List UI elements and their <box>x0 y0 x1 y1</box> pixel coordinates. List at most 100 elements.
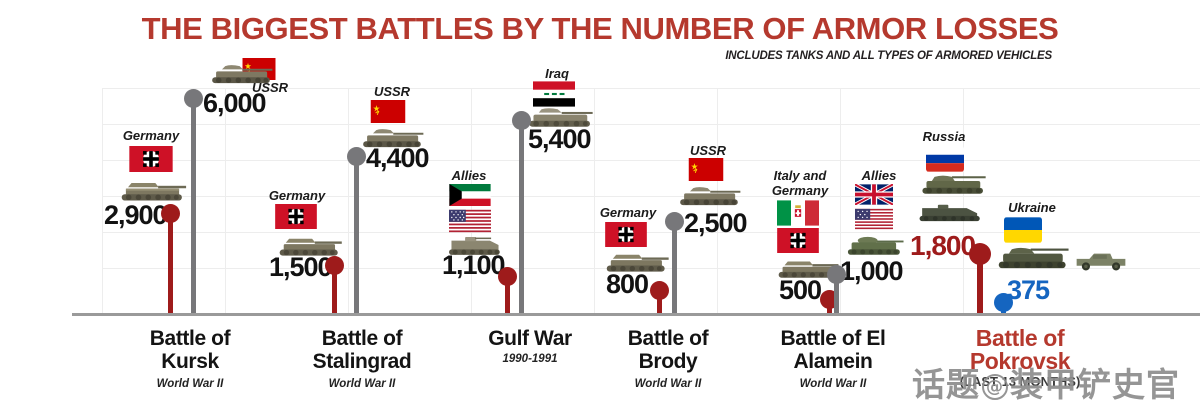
value-pokrovsk-ukraine: 375 <box>1007 275 1050 305</box>
side-label-ussr-kursk: USSR <box>251 80 289 95</box>
gridline-horizontal <box>102 124 1200 125</box>
side-label-germany-kursk: Germany <box>122 128 180 143</box>
gridline-horizontal <box>102 232 1200 233</box>
marker-stem-alamein-axis <box>827 299 832 313</box>
apc-bradley-icon <box>444 232 506 258</box>
tank-t90-icon <box>913 170 987 200</box>
flag-usa-icon <box>855 208 893 230</box>
marker-dot-pokrovsk-russia <box>969 243 991 265</box>
side-label-allies-gulf: Allies <box>451 168 487 183</box>
category-name-line1: Battle of <box>975 325 1065 351</box>
category-sub: World War II <box>634 378 702 390</box>
marker-stem-kursk-ussr <box>191 98 196 313</box>
watermark-at-icon: @ <box>982 373 1008 400</box>
gridline-horizontal <box>102 196 1200 197</box>
category-name-line1: Battle of <box>149 327 231 350</box>
humvee-icon <box>1072 246 1130 274</box>
category-sub: World War II <box>328 378 396 390</box>
tank-t34-icon <box>354 124 426 152</box>
flag-nazi-germany-icon <box>129 146 173 172</box>
category-name-line2: Brody <box>638 350 698 373</box>
value-kursk-ussr: 6,000 <box>203 88 267 118</box>
marker-stem-brody-germany <box>657 290 662 313</box>
category-name-line1: Battle of <box>321 327 403 350</box>
marker-stem-pokrovsk-russia <box>977 260 983 313</box>
gridline-vertical <box>102 88 103 313</box>
value-gulf-allies: 1,100 <box>442 250 506 280</box>
value-stalingrad-ussr: 4,400 <box>366 143 430 173</box>
tank-t72-icon <box>520 104 594 132</box>
value-gulf-iraq: 5,400 <box>528 124 592 154</box>
category-name-line1: Battle of El <box>780 327 886 350</box>
gridline-vertical <box>840 88 841 313</box>
tank-t34-icon <box>671 182 743 210</box>
category-sub: World War II <box>799 378 867 390</box>
gridline-vertical <box>225 88 226 313</box>
side-label-germany-brody: Germany <box>599 205 657 220</box>
category-name-line2: Pokrovsk <box>969 348 1071 374</box>
side-label-germany-stalingrad: Germany <box>268 188 326 203</box>
gridline-vertical <box>963 88 964 313</box>
flag-nazi-germany-icon <box>605 222 647 247</box>
value-brody-ussr: 2,500 <box>684 208 748 238</box>
side-label-iraq: Iraq <box>545 66 569 81</box>
marker-stem-brody-ussr <box>672 221 677 313</box>
flag-uk-icon <box>855 184 893 205</box>
flag-russia-icon <box>926 146 964 172</box>
flag-nazi-germany-icon <box>275 204 317 229</box>
page-title: THE BIGGEST BATTLES BY THE NUMBER OF ARM… <box>141 11 1059 46</box>
side-label-ussr-brody: USSR <box>689 143 727 158</box>
marker-stem-alamein-allies <box>834 274 839 313</box>
gridline-horizontal <box>102 88 1200 89</box>
watermark-prefix: 话题 <box>912 365 980 404</box>
flag-kuwait-icon <box>449 184 491 206</box>
category-name-line1: Battle of <box>627 327 709 350</box>
category-label-gulf-war: Gulf War 1990-1991 <box>440 327 620 365</box>
flag-iraq-icon <box>533 81 575 107</box>
tank-tiger-icon <box>768 255 840 281</box>
flag-ussr-icon <box>687 158 725 181</box>
marker-stem-stalingrad-ussr <box>354 156 359 313</box>
side-label-ukraine: Ukraine <box>1008 200 1056 215</box>
tank-tiger-icon <box>268 232 344 259</box>
gridline-vertical <box>348 88 349 313</box>
value-kursk-germany: 2,900 <box>104 200 168 230</box>
side-label-italy-germany: Italy and Germany <box>771 168 829 198</box>
marker-stem-gulf-iraq <box>519 120 524 313</box>
watermark: 话题 @ 装甲铲史官 <box>912 358 1180 406</box>
flag-ukraine-icon <box>1004 217 1042 243</box>
side-label-allies-alamein: Allies <box>861 168 897 183</box>
watermark-handle: 装甲铲史官 <box>1010 365 1180 404</box>
category-sub: 1990-1991 <box>502 353 558 365</box>
category-name-line2: Alamein <box>793 350 873 373</box>
value-alamein-axis: 500 <box>779 275 822 305</box>
tank-ukraine-icon <box>990 242 1070 274</box>
marker-stem-stalingrad-germany <box>332 265 337 313</box>
category-name-line1: Gulf War <box>488 327 572 350</box>
category-label-stalingrad: Battle of Stalingrad World War II <box>262 327 462 390</box>
category-label-brody: Battle of Brody World War II <box>578 327 758 390</box>
flag-italy-kingdom-icon <box>777 200 819 226</box>
side-label-russia: Russia <box>922 129 966 144</box>
category-label-el-alamein: Battle of El Alamein World War II <box>738 327 928 390</box>
tank-tiger-icon <box>110 176 188 204</box>
tank-t34-icon <box>203 60 275 88</box>
ifv-bmp-icon <box>913 198 985 226</box>
category-label-kursk: Battle of Kursk World War II <box>100 327 280 390</box>
flag-ussr-icon <box>370 100 406 123</box>
value-stalingrad-germany: 1,500 <box>269 252 333 282</box>
value-pokrovsk-russia: 1,800 <box>910 230 976 261</box>
tank-tiger-icon <box>596 248 670 275</box>
category-name-line2: Kursk <box>161 350 219 373</box>
flag-usa-icon <box>449 209 491 233</box>
marker-stem-pokrovsk-ukraine <box>1001 302 1006 313</box>
marker-stem-gulf-allies <box>505 276 510 313</box>
category-sub: World War II <box>156 378 224 390</box>
value-alamein-allies: 1,000 <box>840 256 904 286</box>
category-name-line2: Stalingrad <box>312 350 412 373</box>
flag-nazi-germany-icon <box>777 228 819 253</box>
marker-stem-kursk-germany <box>168 213 173 313</box>
gridline-vertical <box>594 88 595 313</box>
tank-sherman-icon <box>838 232 906 259</box>
